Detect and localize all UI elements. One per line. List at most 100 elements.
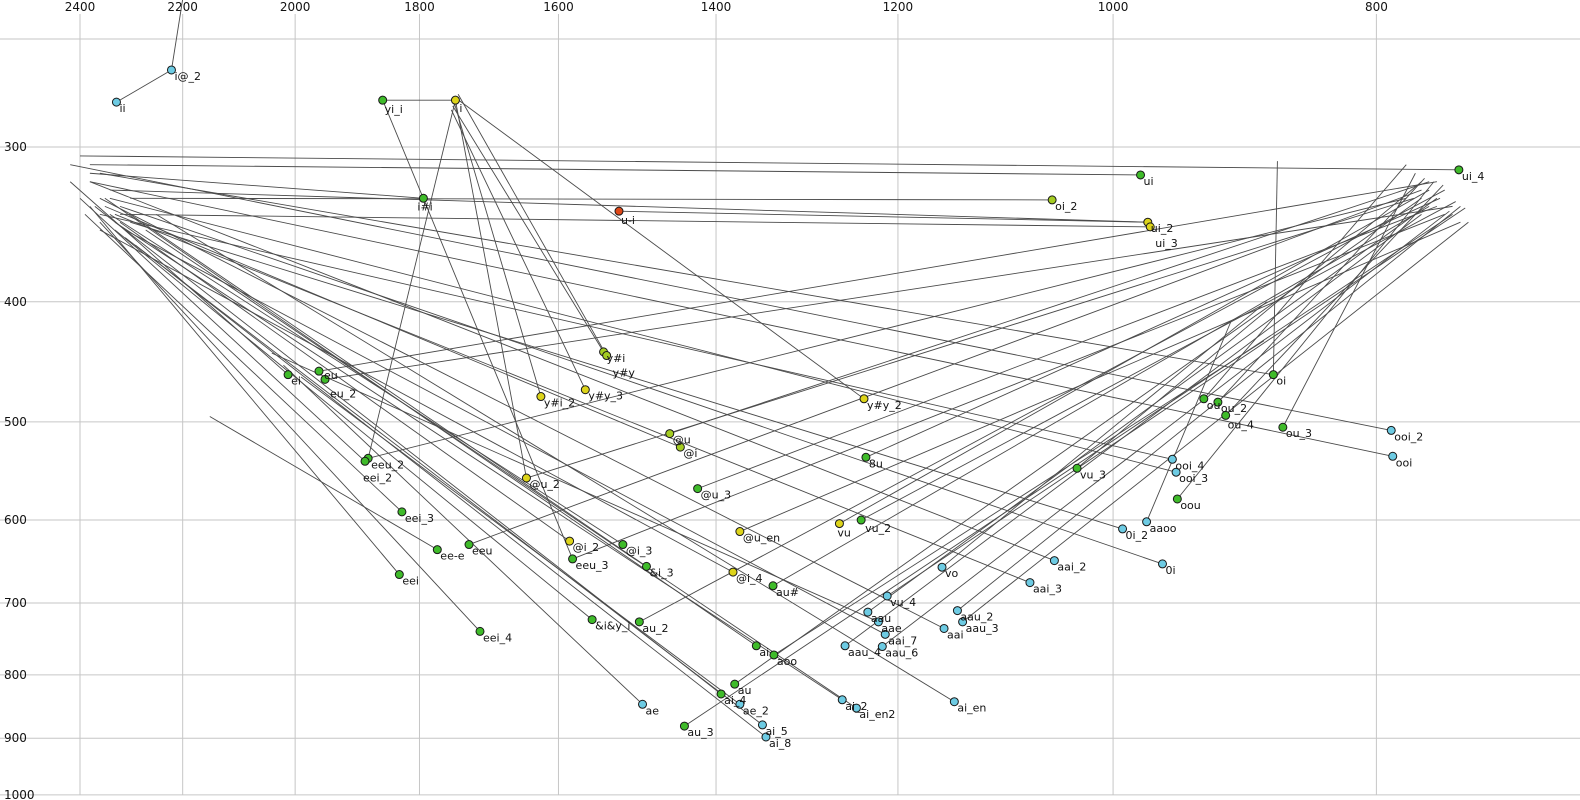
data-point-label: ai_8 [769,737,791,750]
trajectory-line [89,181,1393,457]
data-point-label: u-i [621,214,635,227]
data-point-label: i@_2 [174,70,201,83]
data-point [958,617,968,627]
data-point-label: ai_en2 [859,708,895,721]
trajectory-line [618,210,1148,223]
data-point [418,193,428,203]
data-point-label: eeu [472,545,493,558]
data-point [1157,559,1167,569]
data-point-label: ai_4 [724,694,746,707]
data-point [837,695,847,705]
data-point [1171,467,1181,477]
data-point-label: ai_en [957,702,986,715]
x-axis-tick-label: 2400 [65,0,96,14]
data-point [728,567,738,577]
trajectory-line [382,100,573,560]
trajectory-line [455,97,865,400]
data-point [730,679,740,689]
trajectory-line [109,189,1148,223]
trajectory-line [124,237,763,726]
data-point [851,703,861,713]
data-point [716,689,726,699]
data-point-label: ooi_2 [1394,430,1423,443]
trajectory-line [84,214,403,513]
trajectory-line [882,210,1450,647]
data-point-label: ui_2 [1151,222,1174,235]
trajectory-line [89,206,400,575]
data-point-label: ooi_4 [1175,459,1204,472]
data-point [1199,394,1209,404]
data-point-label: i [459,102,462,115]
data-point-label: aai [947,628,964,641]
trajectory-line [454,100,527,479]
trajectory-line [772,205,1430,587]
data-point-label: eu_2 [330,387,356,400]
data-point-label: y#y [613,367,636,380]
trajectory-line [104,205,681,448]
trajectory-line [114,213,1031,584]
trajectory-line [1076,181,1422,469]
y-axis-tick-label: 400 [4,295,27,309]
data-point [618,540,628,550]
trajectory-line [526,197,1414,479]
data-point [665,429,675,439]
data-point [1025,578,1035,588]
trajectory-line [1217,178,1425,403]
data-point [283,370,293,380]
trajectory-line [209,416,438,551]
data-point-label: ui_4 [1462,170,1485,183]
trajectory-line [468,189,1422,545]
trajectory-line [734,197,1422,685]
trajectory-line [109,213,624,545]
data-point-label: ui [1144,175,1154,188]
data-point-label: vu_2 [865,522,891,535]
data-point [1278,422,1288,432]
data-point [952,606,962,616]
data-point-label: aau_6 [885,647,918,660]
data-point-label: ooi_3 [1179,472,1208,485]
trajectory-line [457,94,608,356]
trajectory-line [669,181,1430,435]
data-point [873,617,883,627]
data-point [735,527,745,537]
x-axis-tick-label: 2200 [167,0,198,14]
data-point [735,699,745,709]
data-point-label: aaoo [1150,522,1177,535]
data-point-label: eei [402,575,419,588]
data-point [859,394,869,404]
data-point-label: au_3 [687,726,713,739]
trajectory-line [130,197,1053,201]
trajectory-line [69,181,289,376]
data-point-label: ii [119,102,125,115]
data-point-label: au_2 [642,622,668,635]
data-point-label: y#i_2 [544,397,575,410]
data-point [602,351,612,361]
data-point-label: ee-e [440,550,465,563]
data-point [397,507,407,517]
data-point [1454,165,1464,175]
data-point [1047,195,1057,205]
data-point-label: oi_2 [1055,200,1077,213]
data-point-label: y#i [607,352,626,365]
data-point-label: aai_7 [888,634,917,647]
data-point-label: @i_2 [573,541,600,554]
trajectory-line [324,205,1453,380]
trajectory-line [89,181,1055,562]
data-point-label: yi_i [385,103,403,116]
trajectory-line [860,201,1456,521]
data-point-label: @u_2 [529,478,559,491]
data-point-label: 8u [869,457,883,470]
data-point [1213,397,1223,407]
data-point-label: @i_3 [626,545,653,558]
data-point-label: i#i [417,200,432,213]
x-axis-tick-label: 1800 [404,0,435,14]
trajectory-line [1203,164,1407,400]
data-point-label: &i_3 [649,566,673,579]
trajectory-line [1272,161,1278,375]
x-axis-tick-label: 1600 [543,0,574,14]
trajectory-line [99,197,945,629]
data-point-label: vu_4 [890,596,916,609]
data-point [1072,463,1082,473]
y-axis-tick-label: 800 [4,668,27,682]
